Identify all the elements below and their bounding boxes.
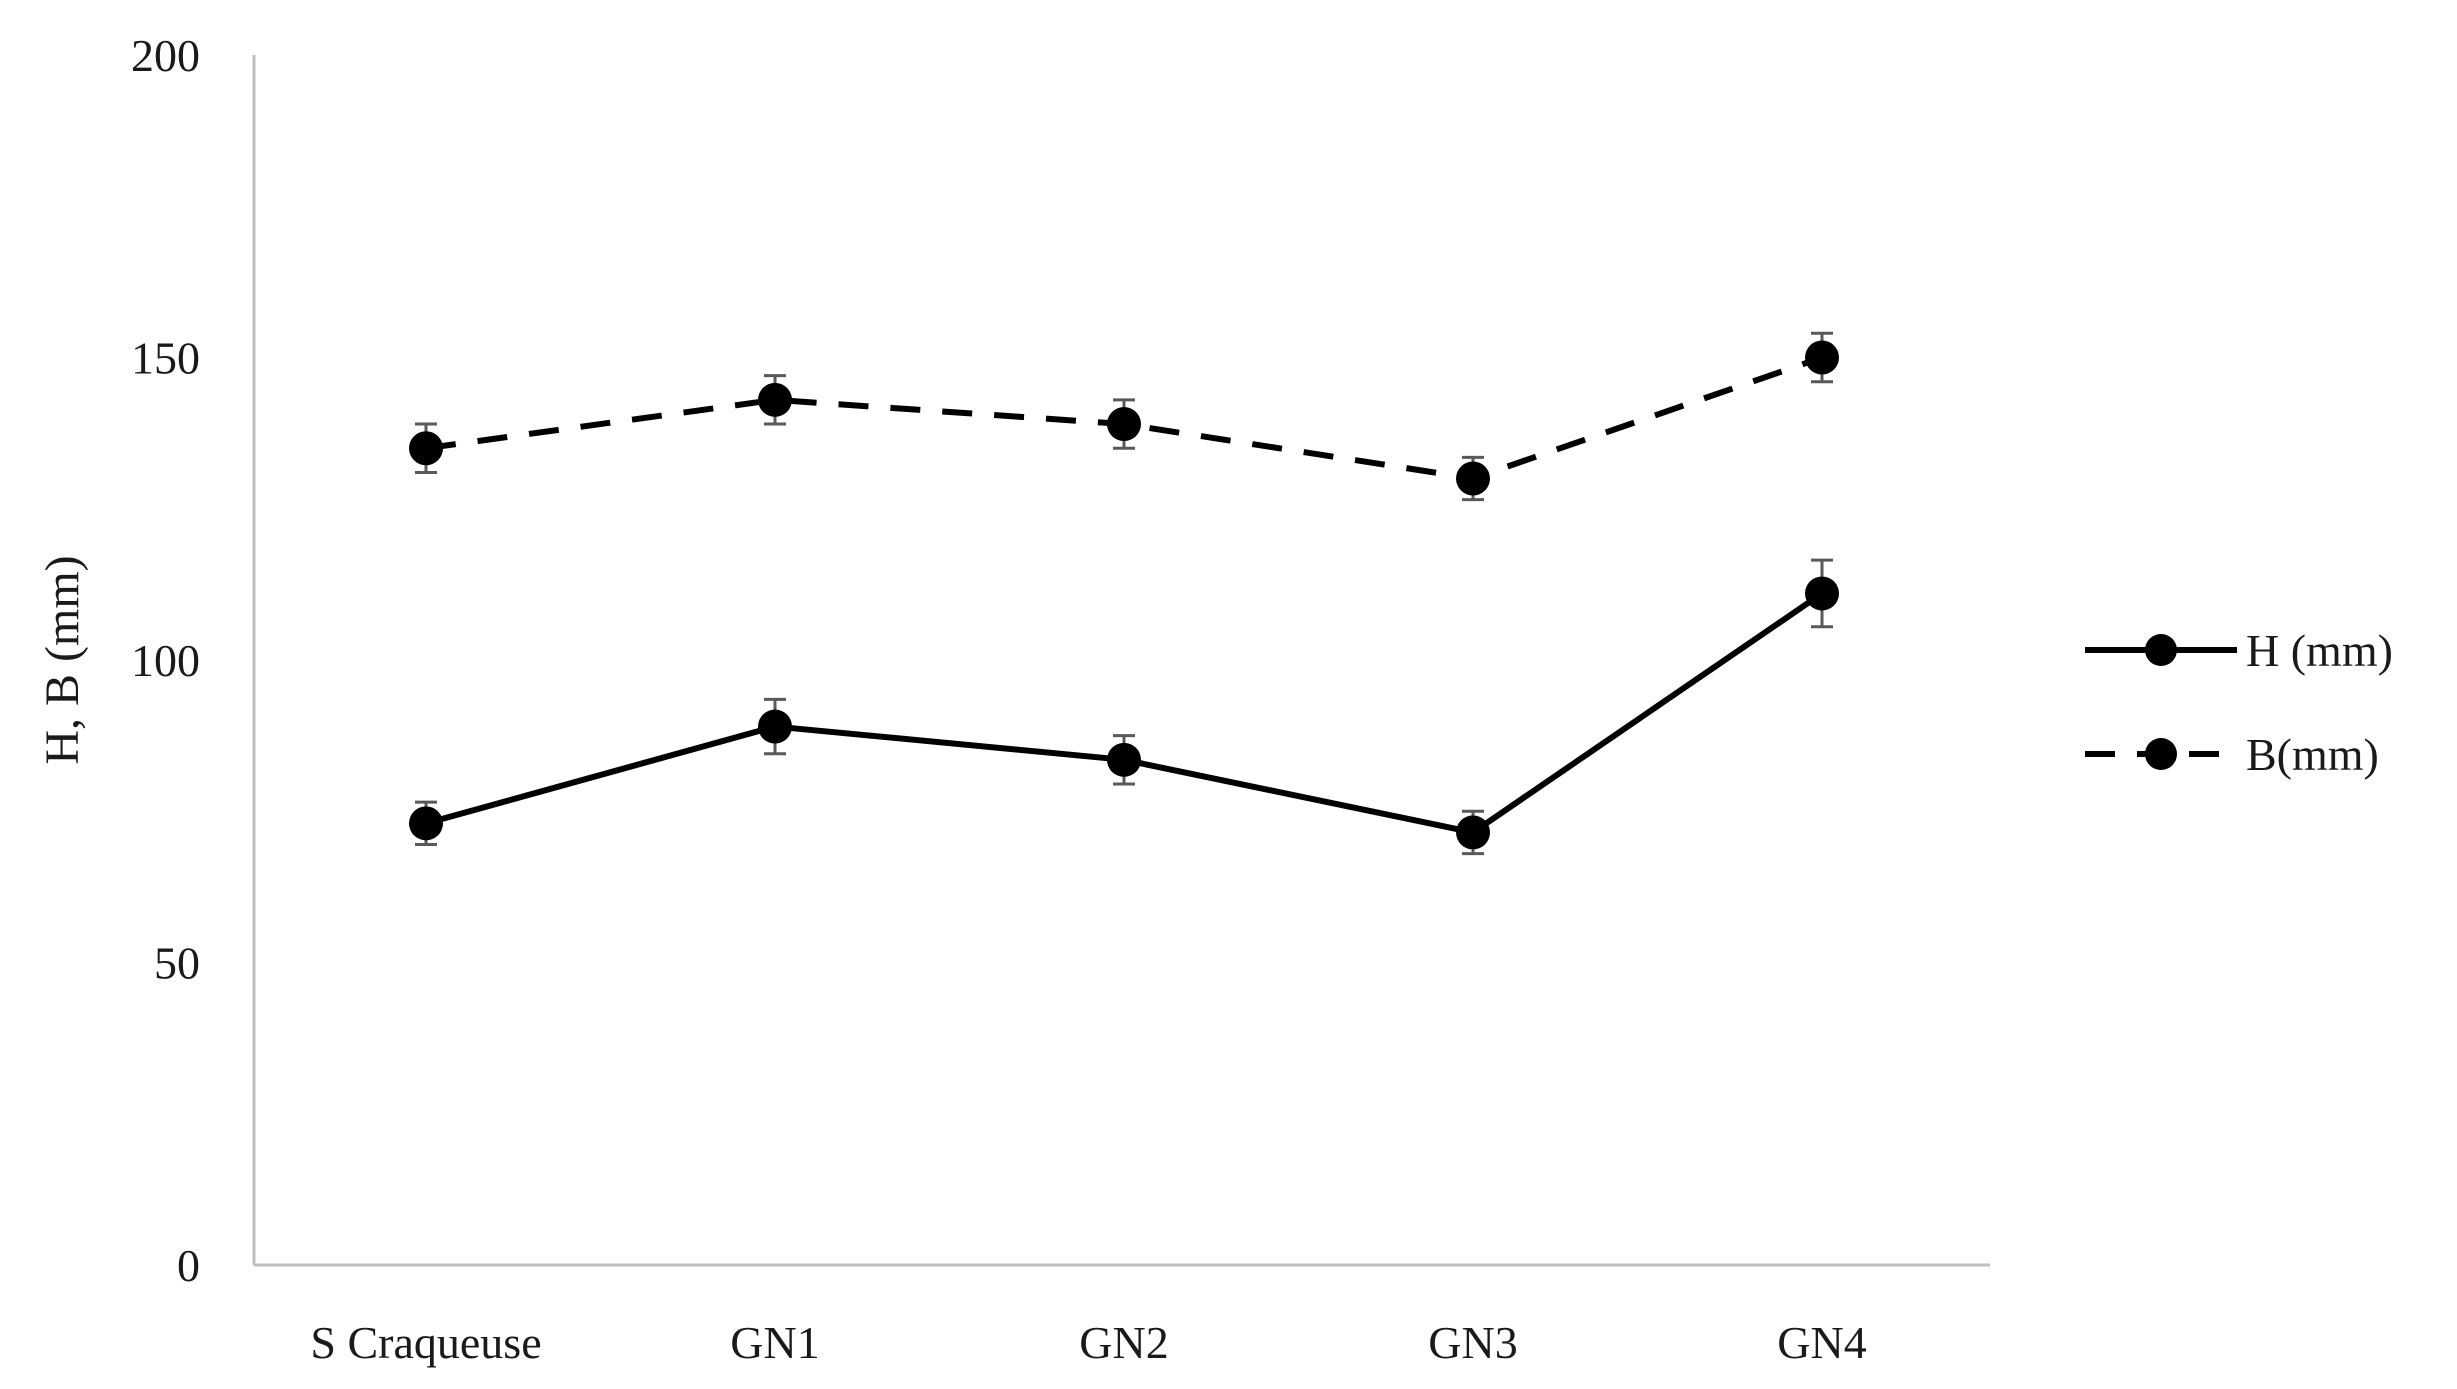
series-0 — [409, 558, 1839, 856]
x-tick-label: GN1 — [730, 1317, 819, 1368]
x-tick-label: GN2 — [1079, 1317, 1168, 1368]
series-layer — [409, 331, 1839, 856]
x-tick-label: S Craqueuse — [310, 1317, 541, 1368]
x-tick-label: GN3 — [1428, 1317, 1517, 1368]
axes: 0 50 100 150 200 S Craqueuse GN1 GN2 GN3 GN4 — [131, 30, 1990, 1368]
data-point — [758, 709, 792, 744]
x-tick-label: GN4 — [1777, 1317, 1866, 1368]
data-point — [409, 806, 443, 841]
data-point — [758, 382, 792, 417]
y-tick-label: 50 — [154, 938, 200, 989]
data-point — [1456, 815, 1490, 850]
legend: H (mm) B(mm) — [2085, 625, 2393, 780]
series-line — [425, 590, 1824, 836]
legend-marker — [2145, 738, 2177, 770]
y-axis-title: H, B (mm) — [36, 555, 89, 764]
data-point — [409, 431, 443, 466]
data-point — [1107, 742, 1141, 777]
data-point — [1805, 340, 1839, 375]
data-point — [1456, 461, 1490, 496]
data-point — [1805, 576, 1839, 611]
legend-marker — [2145, 634, 2177, 666]
y-tick-label: 0 — [177, 1240, 200, 1291]
y-tick-label: 150 — [131, 333, 200, 384]
legend-label: H (mm) — [2246, 625, 2393, 676]
y-tick-label: 100 — [131, 635, 200, 686]
series-1 — [409, 331, 1839, 502]
data-point — [1107, 407, 1141, 442]
legend-label: B(mm) — [2246, 729, 2379, 780]
y-tick-label: 200 — [131, 30, 200, 81]
